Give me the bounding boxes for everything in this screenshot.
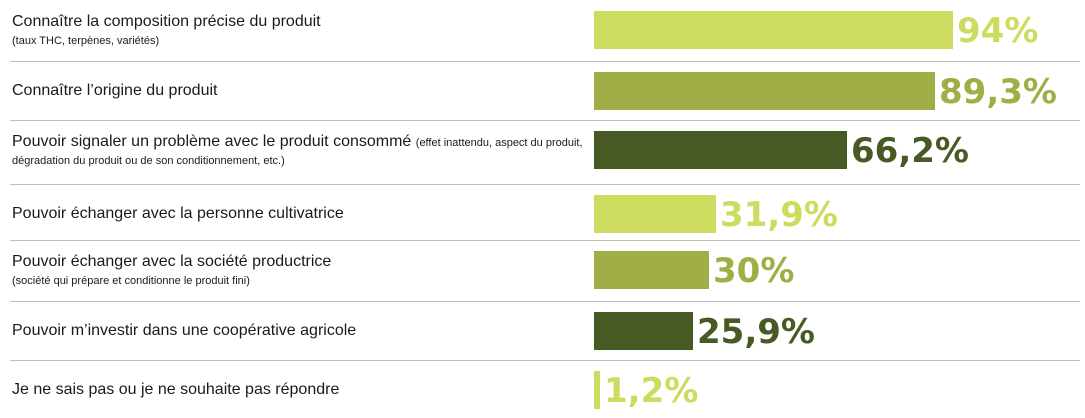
category-main-text: Connaître l’origine du produit [12,82,218,99]
category-main-text: Connaître la composition précise du prod… [12,13,321,30]
row-divider [10,301,1080,302]
bar-7 [594,371,600,409]
category-main-text: Pouvoir m’investir dans une coopérative … [12,322,357,339]
category-sub-text: (taux THC, terpènes, variétés) [12,35,160,47]
chart-row: 94% Connaître la composition précise du p… [0,0,1085,58]
value-label: 89,3% [939,72,1057,112]
category-sub-text: (effet inattendu, aspect du produit, dég… [12,137,583,167]
value-label: 30% [713,251,795,291]
chart-row: 25,9% Pouvoir m’investir dans une coopéra… [0,301,1085,359]
chart-row: 30% Pouvoir échanger avec la société prod… [0,240,1085,298]
category-label: Je ne sais pas ou je ne souhaite pas rép… [12,380,587,399]
row-divider [10,184,1080,185]
row-divider [10,61,1080,62]
value-label: 66,2% [851,131,969,171]
category-main-text: Pouvoir échanger avec la personne cultiv… [12,205,344,222]
bar-1 [594,11,953,49]
category-label: Connaître la composition précise du prod… [12,12,587,49]
category-label: Pouvoir m’investir dans une coopérative … [12,321,587,340]
value-label: 25,9% [697,312,815,352]
value-label: 1,2% [604,371,699,411]
value-label: 31,9% [720,195,838,235]
category-main-text: Pouvoir échanger avec la société product… [12,253,332,270]
bar-3 [594,131,847,169]
category-main-text: Je ne sais pas ou je ne souhaite pas rép… [12,381,340,398]
category-label: Pouvoir échanger avec la personne cultiv… [12,204,587,223]
category-sub-text: (société qui prépare et conditionne le p… [12,275,250,287]
category-label: Pouvoir signaler un problème avec le pro… [12,132,587,169]
chart-row: 89,3% Connaître l’origine du produit [0,61,1085,119]
category-main-text: Pouvoir signaler un problème avec le pro… [12,133,412,150]
chart-row: 31,9% Pouvoir échanger avec la personne c… [0,184,1085,242]
category-label: Connaître l’origine du produit [12,81,587,100]
chart-row: 66,2% Pouvoir signaler un problème avec l… [0,120,1085,178]
row-divider [10,360,1080,361]
value-label: 94% [957,11,1039,51]
bar-4 [594,195,716,233]
bar-2 [594,72,935,110]
bar-5 [594,251,709,289]
category-label: Pouvoir échanger avec la société product… [12,252,587,289]
bar-6 [594,312,693,350]
row-divider [10,240,1080,241]
row-divider [10,120,1080,121]
chart-row: 1,2% Je ne sais pas ou je ne souhaite pas… [0,360,1085,418]
